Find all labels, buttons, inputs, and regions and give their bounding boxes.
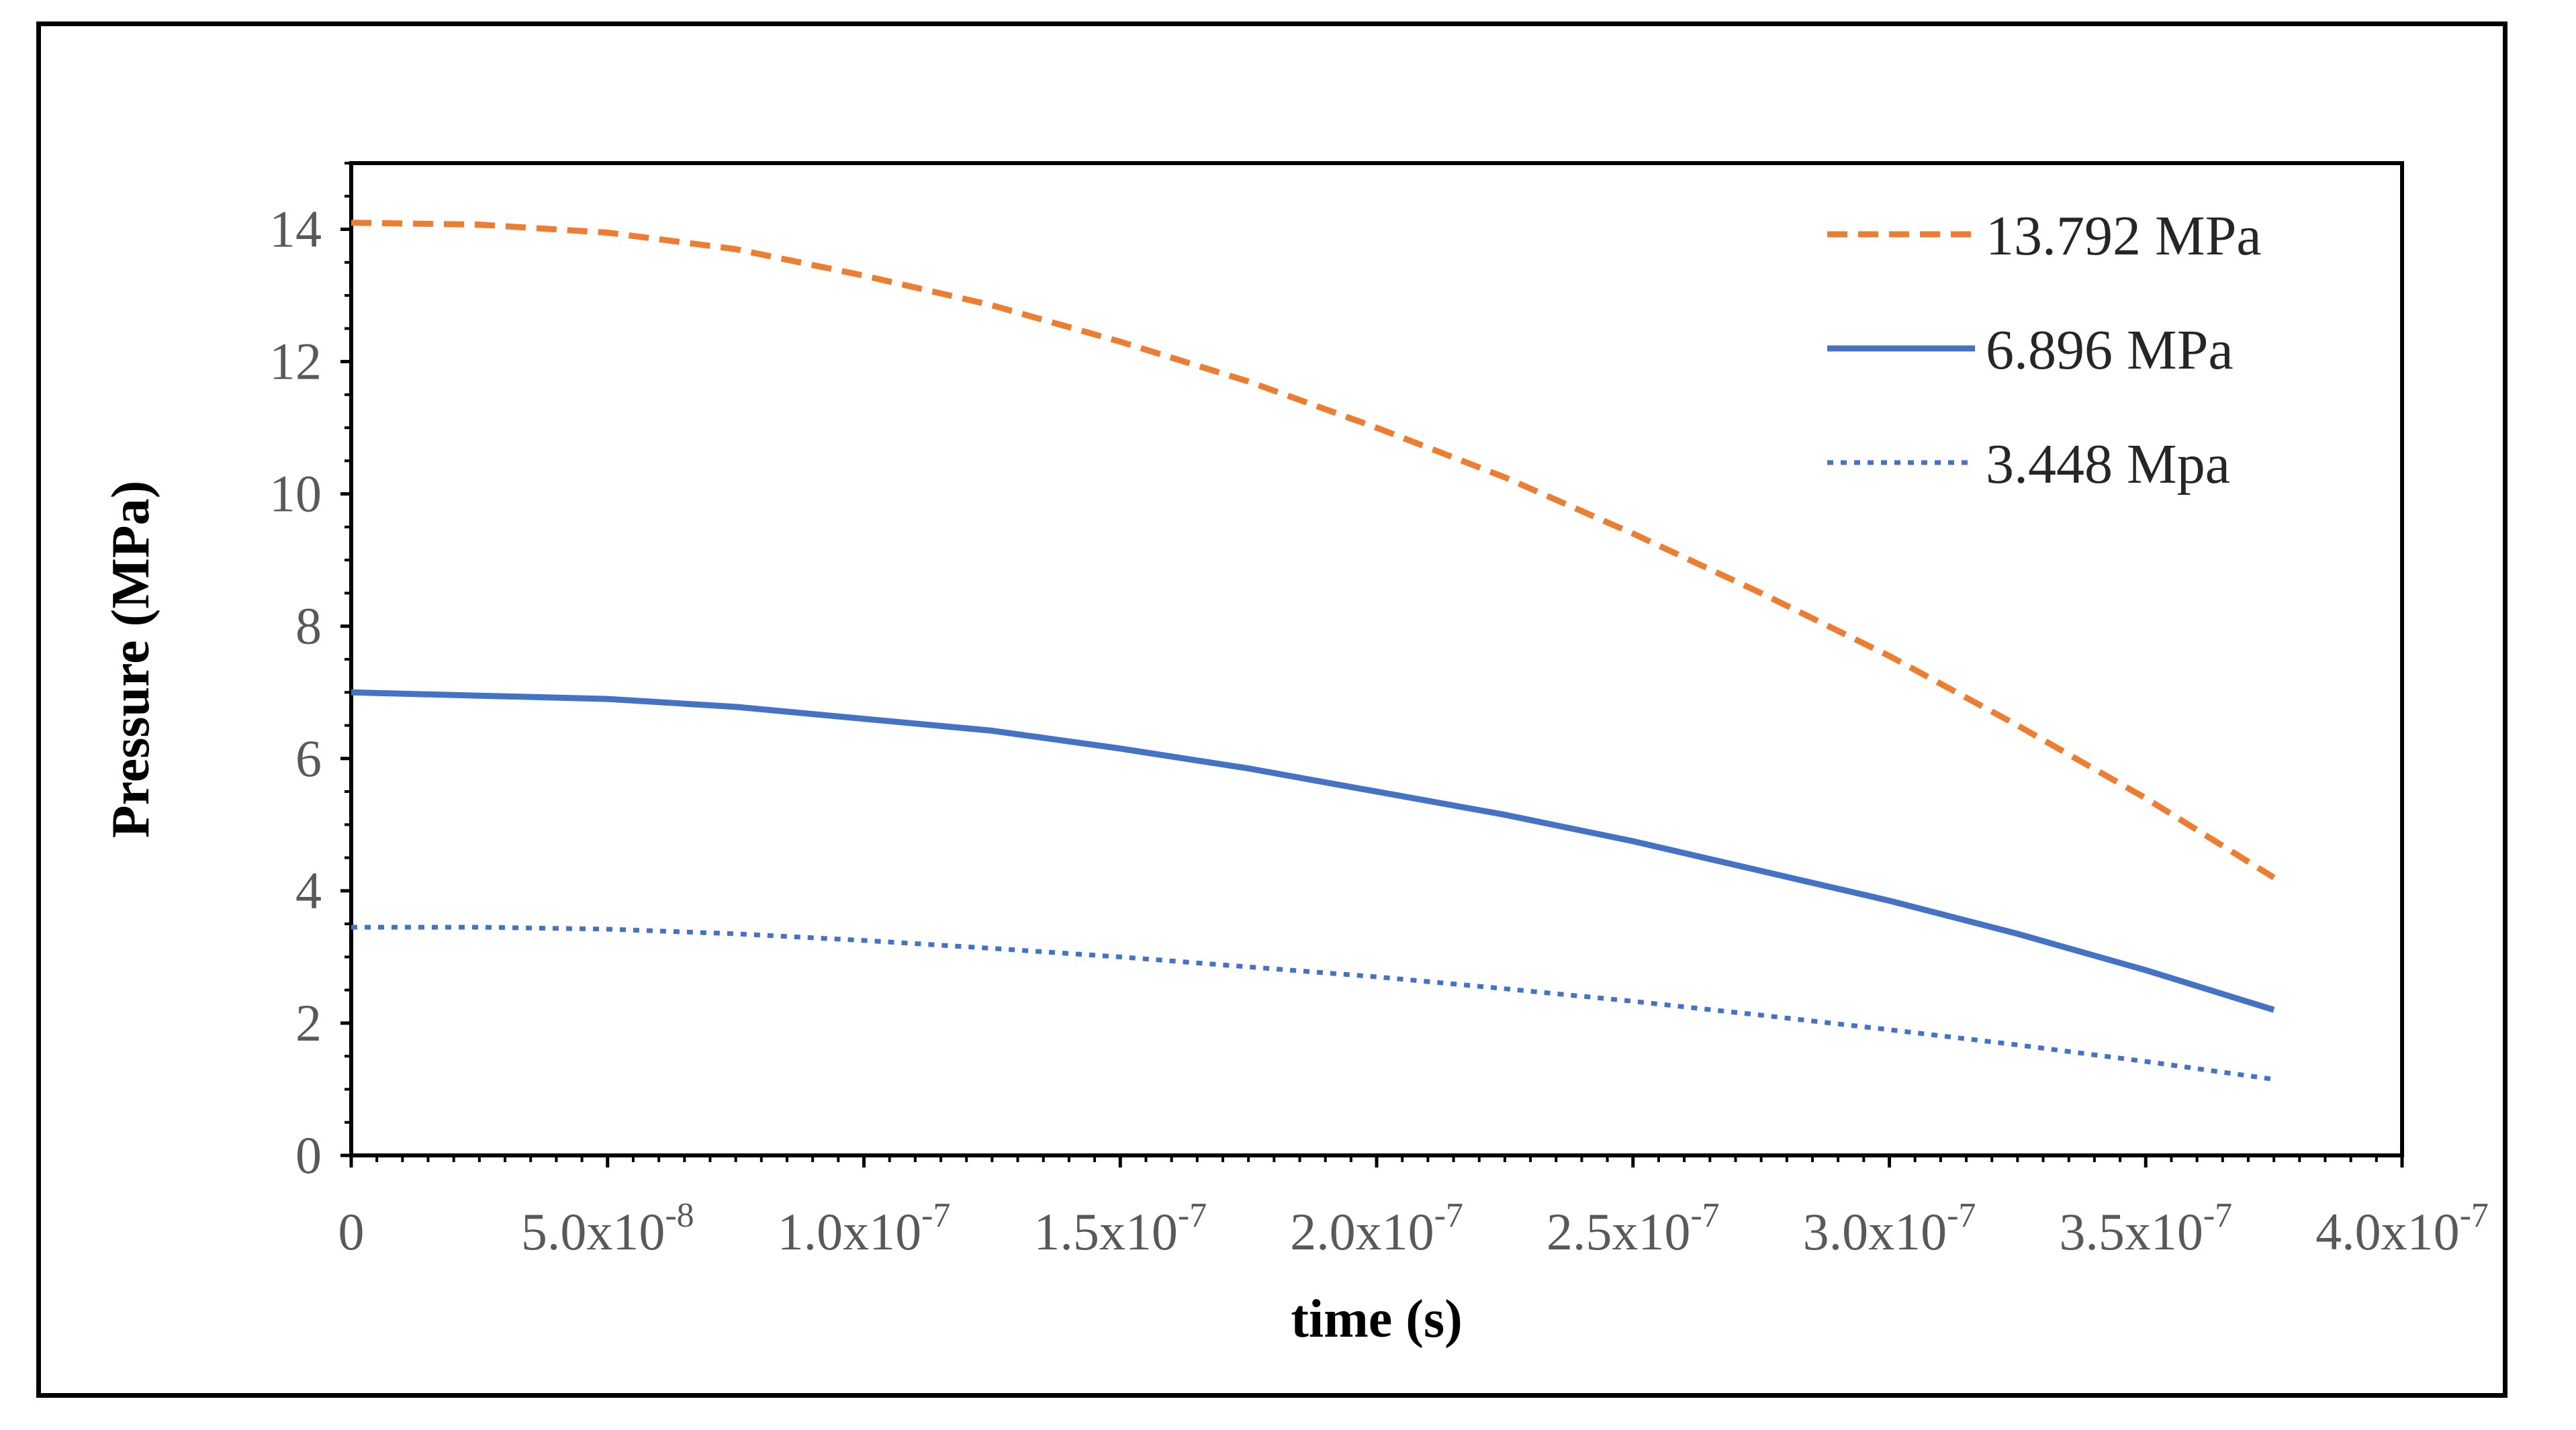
chart-frame: 0 2 4 6 8 10 12 14 0 5.0x10-8 1.0x10-7 1.5x10-7 2.0x… [36,21,2508,1398]
y-tick-label: 0 [295,1126,322,1184]
x-tick-label: 3.5x10-7 [2059,1196,2232,1261]
legend-label-3: 3.448 Mpa [1986,433,2230,495]
series-line-3 [351,924,2274,1082]
y-tick-label: 4 [295,861,322,920]
legend: 13.792 MPa 6.896 MPa 3.448 Mpa [1827,205,2262,495]
plot-area-border [349,161,2404,1157]
x-tick-label: 0 [338,1202,365,1261]
y-tick-label: 8 [295,597,322,655]
legend-label-2: 6.896 MPa [1986,319,2234,381]
series-line-1 [351,220,2276,881]
x-tick-label: 4.0x10-7 [2315,1196,2489,1261]
x-axis-title: time (s) [1291,1290,1462,1349]
x-tick-label: 2.0x10-7 [1290,1196,1463,1261]
y-tick-label: 12 [269,332,322,391]
legend-label-1: 13.792 MPa [1986,205,2262,267]
x-tick-label: 5.0x10-8 [521,1196,694,1261]
x-tick-label: 2.5x10-7 [1547,1196,1720,1261]
y-tick-label: 6 [295,729,322,788]
line-chart: 0 2 4 6 8 10 12 14 0 5.0x10-8 1.0x10-7 1.5x10-7 2.0x… [101,161,2489,1349]
x-tick-label: 1.0x10-7 [778,1196,951,1261]
series-line-2 [351,689,2275,1013]
x-tick-label: 3.0x10-7 [1803,1196,1976,1261]
y-tick-label: 14 [269,200,322,258]
x-tick-label: 1.5x10-7 [1033,1196,1207,1261]
y-tick-label: 2 [295,994,322,1052]
y-axis-title: Pressure (MPa) [101,481,160,838]
y-tick-label: 10 [269,465,322,523]
